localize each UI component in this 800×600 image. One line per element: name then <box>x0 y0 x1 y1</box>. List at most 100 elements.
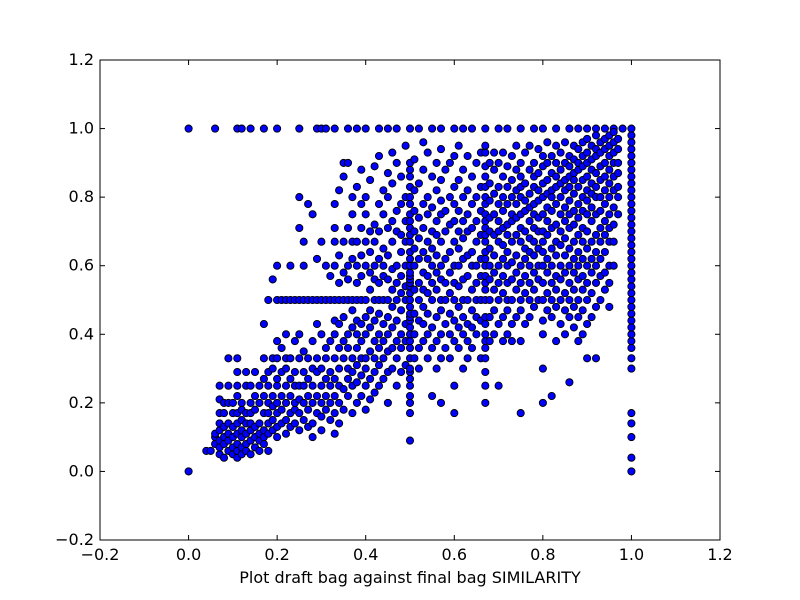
data-point <box>516 261 525 270</box>
data-point <box>591 261 601 270</box>
data-point <box>525 261 534 270</box>
data-point <box>481 367 490 377</box>
data-point <box>596 254 605 263</box>
data-point <box>591 354 601 363</box>
data-point <box>556 148 565 157</box>
data-point <box>357 371 366 380</box>
data-point <box>521 148 530 157</box>
data-point <box>445 330 454 339</box>
data-point <box>627 323 636 332</box>
data-point <box>383 124 392 133</box>
data-point <box>277 405 286 414</box>
data-point <box>339 337 348 346</box>
data-point <box>569 323 578 332</box>
data-point <box>397 306 406 315</box>
data-point <box>246 124 255 133</box>
data-point <box>273 398 282 407</box>
data-point <box>450 237 459 246</box>
data-point <box>627 316 636 325</box>
data-point <box>432 268 441 277</box>
data-point <box>414 213 423 222</box>
data-point <box>436 398 446 407</box>
data-point <box>211 124 220 133</box>
data-point <box>512 285 521 294</box>
data-point <box>237 124 246 133</box>
data-point <box>366 323 375 332</box>
data-point <box>512 141 521 150</box>
data-point <box>627 151 636 161</box>
data-point <box>472 158 481 167</box>
data-point <box>348 367 357 377</box>
data-point <box>560 234 570 243</box>
data-point <box>388 343 397 353</box>
data-point <box>361 364 370 373</box>
data-point <box>273 374 282 383</box>
data-point <box>312 391 322 401</box>
data-point <box>405 374 415 383</box>
data-point <box>516 295 525 305</box>
data-point <box>445 354 454 363</box>
data-point <box>600 247 609 257</box>
data-point <box>481 172 490 181</box>
data-point <box>352 378 361 387</box>
data-point <box>374 381 384 390</box>
data-point <box>450 199 459 209</box>
data-point <box>383 295 392 305</box>
data-point <box>516 172 525 181</box>
data-point <box>286 261 295 270</box>
data-point <box>392 158 401 167</box>
data-point <box>308 419 317 428</box>
data-point <box>366 306 375 315</box>
data-point <box>326 398 335 407</box>
data-point <box>507 337 516 346</box>
data-point <box>485 295 494 305</box>
data-point <box>485 313 494 322</box>
data-point <box>587 217 596 226</box>
data-point <box>246 381 255 390</box>
data-point <box>357 337 366 346</box>
data-point <box>428 343 437 353</box>
data-point <box>242 367 251 377</box>
data-point <box>361 210 370 219</box>
data-point <box>410 330 419 339</box>
data-point <box>459 124 468 133</box>
data-point <box>512 230 521 239</box>
data-point <box>454 244 463 253</box>
data-point <box>321 261 330 270</box>
data-point <box>295 124 304 133</box>
data-point <box>379 374 388 383</box>
data-point <box>441 343 450 353</box>
data-point <box>565 261 574 270</box>
data-point <box>383 251 392 260</box>
data-point <box>521 196 530 205</box>
data-point <box>552 220 561 229</box>
data-point <box>273 124 282 133</box>
data-point <box>543 289 552 298</box>
data-point <box>361 313 370 322</box>
data-point <box>419 247 428 257</box>
data-point <box>538 261 547 270</box>
data-point <box>321 343 330 353</box>
data-point <box>352 361 361 370</box>
x-tick-label: 0.6 <box>442 545 467 564</box>
data-point <box>405 193 415 202</box>
data-point <box>397 247 406 257</box>
data-point <box>459 330 468 339</box>
data-point <box>304 199 313 209</box>
data-point <box>343 223 353 233</box>
data-point <box>326 367 335 377</box>
data-point <box>206 446 215 455</box>
data-point <box>627 206 636 215</box>
data-point <box>357 271 366 281</box>
data-point <box>436 354 446 363</box>
data-point <box>374 330 384 339</box>
data-point <box>432 217 441 226</box>
data-point <box>481 254 490 263</box>
data-point <box>317 412 326 421</box>
data-point <box>578 306 587 315</box>
data-point <box>494 319 503 329</box>
data-point <box>264 409 273 418</box>
data-point <box>317 426 326 435</box>
data-point <box>436 237 446 246</box>
data-point <box>441 295 450 305</box>
